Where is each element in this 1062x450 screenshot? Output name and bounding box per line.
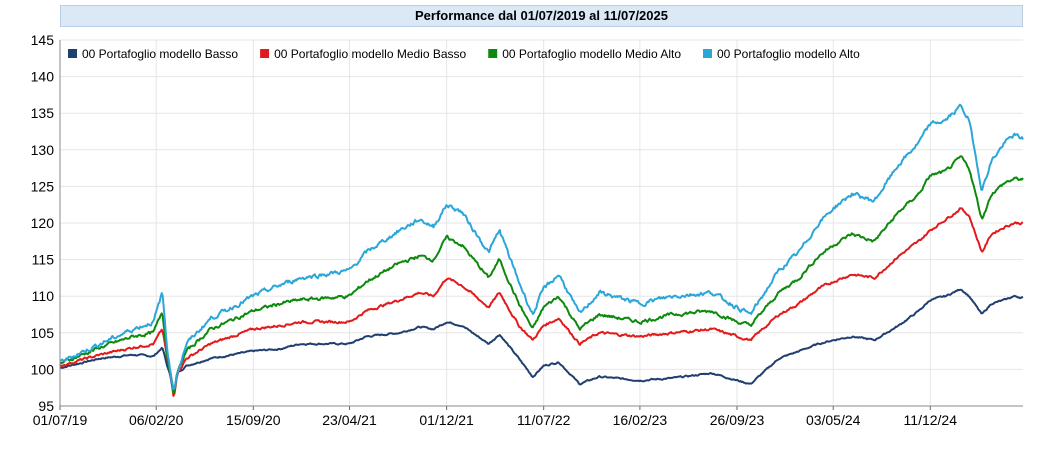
legend-swatch <box>68 49 77 58</box>
y-tick-label: 95 <box>38 398 54 414</box>
legend-swatch <box>260 49 270 58</box>
x-tick-label: 11/07/22 <box>517 412 571 428</box>
axes: 95 100 105 110 115 120 125 130 135 140 145 01/07/19… <box>31 32 1023 428</box>
chart-title: Performance dal 01/07/2019 al 11/07/2025 <box>60 5 1023 27</box>
x-tick-label: 01/07/19 <box>33 412 88 428</box>
series-line <box>59 207 1024 397</box>
y-tick-label: 140 <box>31 69 55 85</box>
legend-label: 00 Portafoglio modello Medio Alto <box>502 47 681 61</box>
legend-label: 00 Portafoglio modello Alto <box>717 47 860 61</box>
legend-label: 00 Portafoglio modello Basso <box>82 47 238 61</box>
x-tick-label: 26/09/23 <box>710 412 765 428</box>
legend: 00 Portafoglio modello Basso 00 Portafogl… <box>68 47 860 61</box>
y-tick-label: 105 <box>31 325 55 341</box>
x-tick-label: 03/05/24 <box>806 412 861 428</box>
y-tick-label: 135 <box>31 105 55 121</box>
x-tick-label: 11/12/24 <box>904 412 958 428</box>
x-tick-label: 06/02/20 <box>129 412 184 428</box>
x-tick-label: 01/12/21 <box>419 412 474 428</box>
legend-label: 00 Portafoglio modello Medio Basso <box>274 47 466 61</box>
y-tick-label: 120 <box>31 215 55 231</box>
legend-swatch <box>703 49 712 58</box>
x-tick-label: 16/02/23 <box>613 412 668 428</box>
y-tick-label: 115 <box>32 252 55 268</box>
grid-lines <box>59 39 1023 407</box>
x-tick-label: 23/04/21 <box>322 412 377 428</box>
y-tick-label: 130 <box>31 142 55 158</box>
y-tick-label: 145 <box>31 32 55 48</box>
y-tick-label: 100 <box>31 361 55 377</box>
series-line <box>59 288 1024 395</box>
series-line <box>59 155 1024 395</box>
y-tick-label: 110 <box>32 288 55 304</box>
series-lines <box>59 103 1024 397</box>
y-tick-label: 125 <box>31 178 55 194</box>
x-tick-label: 15/09/20 <box>226 412 281 428</box>
series-line <box>59 103 1024 391</box>
legend-swatch <box>488 49 498 58</box>
